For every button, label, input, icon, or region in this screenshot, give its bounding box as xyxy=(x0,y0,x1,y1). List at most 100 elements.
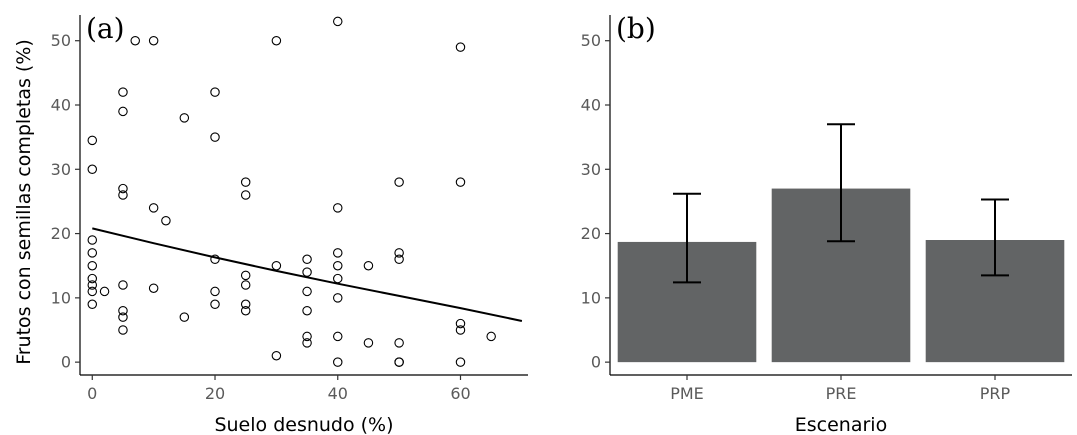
data-point xyxy=(333,293,343,303)
data-point xyxy=(210,286,220,297)
x-tick-label: 40 xyxy=(328,384,348,403)
data-point xyxy=(179,113,190,123)
y-tick-label: 30 xyxy=(51,160,71,179)
data-point xyxy=(87,135,98,146)
data-point xyxy=(210,132,220,142)
panel-a-y-title: Frutos con semillas completas (%) xyxy=(13,39,35,365)
data-point xyxy=(486,331,496,342)
data-point xyxy=(210,254,220,265)
data-point xyxy=(302,254,312,265)
y-tick-label: 50 xyxy=(51,31,71,50)
x-tick-label: PME xyxy=(670,384,704,403)
data-point xyxy=(99,286,110,297)
data-point xyxy=(271,350,282,361)
scatter-points xyxy=(87,16,496,367)
data-point xyxy=(333,331,343,342)
data-point xyxy=(394,357,404,367)
data-point xyxy=(161,215,171,226)
data-point xyxy=(240,270,251,281)
y-tick-label: 10 xyxy=(581,288,601,307)
panel-b-y-ticks: 0 10 20 30 40 50 xyxy=(581,31,610,372)
panel-b-x-title: Escenario xyxy=(795,414,887,435)
data-point xyxy=(455,42,466,52)
panel-a-y-ticks: 0 10 20 30 40 50 xyxy=(51,31,80,372)
panel-a-x-ticks: 0 20 40 60 xyxy=(87,375,471,403)
data-point xyxy=(87,248,98,258)
data-point xyxy=(302,267,312,277)
data-point xyxy=(333,203,343,213)
x-tick-label: 60 xyxy=(450,384,470,403)
data-point xyxy=(87,164,98,175)
panel-b-x-ticks: PME PRE PRP xyxy=(670,375,1011,403)
data-point xyxy=(118,106,128,117)
data-point xyxy=(87,299,98,310)
x-tick-label: 0 xyxy=(87,384,97,403)
data-point xyxy=(394,177,404,187)
data-point xyxy=(240,190,251,200)
data-point xyxy=(455,357,466,367)
data-point xyxy=(87,280,98,290)
data-point xyxy=(333,260,343,271)
data-point xyxy=(333,273,343,284)
error-bars xyxy=(673,123,1009,284)
data-point xyxy=(118,87,128,97)
y-tick-label: 20 xyxy=(51,224,71,243)
scatter-panel: (a) 0 10 20 30 40 50 0 20 40 60 Suelo desnudo (%… xyxy=(13,12,528,435)
x-tick-label: 20 xyxy=(205,384,225,403)
x-tick-label: PRP xyxy=(980,384,1011,403)
data-point xyxy=(240,299,251,310)
y-tick-label: 10 xyxy=(51,288,71,307)
data-point xyxy=(363,260,374,271)
data-point xyxy=(333,248,343,258)
y-tick-label: 50 xyxy=(581,31,601,50)
fit-curve xyxy=(92,227,523,322)
data-point xyxy=(240,280,251,290)
data-point xyxy=(271,260,282,271)
data-point xyxy=(455,318,466,329)
data-point xyxy=(148,203,159,213)
data-point xyxy=(87,273,98,284)
data-point xyxy=(118,312,128,322)
y-tick-label: 30 xyxy=(581,160,601,179)
data-point xyxy=(210,87,220,97)
data-point xyxy=(87,235,98,245)
data-point xyxy=(394,338,404,348)
data-point xyxy=(363,338,374,348)
data-point xyxy=(302,286,312,297)
data-point xyxy=(394,248,404,258)
panel-a-label: (a) xyxy=(86,12,125,45)
data-point xyxy=(240,305,251,316)
data-point xyxy=(118,280,128,290)
data-point xyxy=(148,35,159,46)
y-tick-label: 0 xyxy=(61,353,71,372)
data-point xyxy=(87,286,98,297)
data-point xyxy=(240,177,251,187)
data-point xyxy=(455,177,466,187)
y-tick-label: 20 xyxy=(581,224,601,243)
data-point xyxy=(179,312,190,322)
data-point xyxy=(210,299,220,310)
data-point xyxy=(148,283,159,293)
data-point xyxy=(302,331,312,342)
panel-a-x-title: Suelo desnudo (%) xyxy=(214,414,393,435)
y-tick-label: 0 xyxy=(591,353,601,372)
data-point xyxy=(302,305,312,316)
panel-b-label: (b) xyxy=(616,12,656,45)
data-point xyxy=(130,35,140,46)
data-point xyxy=(302,338,312,348)
data-point xyxy=(271,35,282,46)
data-point xyxy=(333,16,343,27)
data-point xyxy=(118,305,128,316)
data-point xyxy=(394,254,404,265)
data-point xyxy=(118,183,128,194)
bar-panel: (b) 0 10 20 30 40 50 PME PRE PRP Escenario xyxy=(581,12,1072,435)
x-tick-label: PRE xyxy=(826,384,857,403)
data-point xyxy=(87,260,98,271)
y-tick-label: 40 xyxy=(51,96,71,115)
data-point xyxy=(118,325,128,335)
data-point xyxy=(118,190,128,200)
y-tick-label: 40 xyxy=(581,96,601,115)
data-point xyxy=(333,357,343,367)
data-point xyxy=(455,325,466,335)
